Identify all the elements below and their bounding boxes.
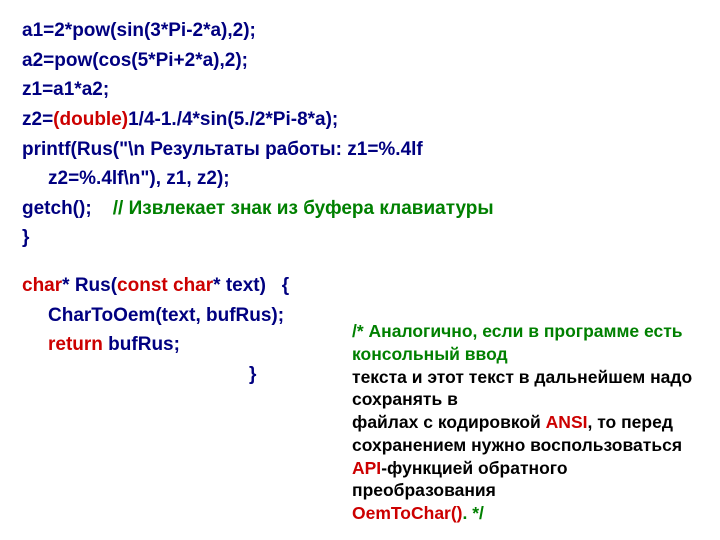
code-l8-b: * Rus( <box>62 275 117 296</box>
code-l10-return: return <box>48 334 103 355</box>
code-line-6: getch(); // Извлекает знак из буфера кла… <box>22 196 700 222</box>
code-line-2: a2=pow(cos(5*Pi+2*a),2); <box>22 48 700 74</box>
side-comment-l3: файлах с кодировкой ANSI, то перед сохра… <box>352 411 698 502</box>
code-line-1: a1=2*pow(sin(3*Pi-2*a),2); <box>22 18 700 44</box>
sc3-api: API <box>352 458 381 478</box>
code-l6-comment: // Извлекает знак из буфера клавиатуры <box>113 198 494 219</box>
code-l8-constchar: const char <box>117 275 213 296</box>
sc3e: -функцией обратного преобразования <box>352 458 568 501</box>
code-l4-c: 1/4-1./4*sin(5./2*Pi-8*a); <box>128 109 338 130</box>
code-l8-char: char <box>22 275 62 296</box>
code-line-8: char* Rus(const char* text) { <box>22 273 700 299</box>
side-comment-l4: OemToChar(). */ <box>352 502 698 525</box>
sc4-oemtochar: OemToChar() <box>352 503 463 523</box>
code-l10-b: bufRus; <box>103 334 180 355</box>
sc3-ansi: ANSI <box>546 412 588 432</box>
code-line-7-brace: } <box>22 225 700 251</box>
code-line-5b: z2=%.4lf\n"), z1, z2); <box>22 166 700 192</box>
code-l4-double-keyword: (double) <box>53 109 128 130</box>
code-l4-a: z2= <box>22 109 53 130</box>
code-line-5a: printf(Rus("\n Результаты работы: z1=%.4… <box>22 137 700 163</box>
sc1: /* Аналогично, если в программе есть кон… <box>352 321 683 364</box>
sc3a: файлах с кодировкой <box>352 412 546 432</box>
side-comment-l2: текста и этот текст в дальнейшем надо со… <box>352 366 698 412</box>
sc4b: . */ <box>463 503 484 523</box>
sc2: текста и этот текст в дальнейшем надо со… <box>352 367 692 410</box>
code-line-3: z1=a1*a2; <box>22 77 700 103</box>
code-l6-getch: getch(); <box>22 198 113 219</box>
code-l8-d: * text) { <box>213 275 289 296</box>
code-line-4: z2=(double)1/4-1./4*sin(5./2*Pi-8*a); <box>22 107 700 133</box>
side-comment-l1: /* Аналогично, если в программе есть кон… <box>352 320 698 366</box>
side-comment-block: /* Аналогично, если в программе есть кон… <box>352 320 698 525</box>
